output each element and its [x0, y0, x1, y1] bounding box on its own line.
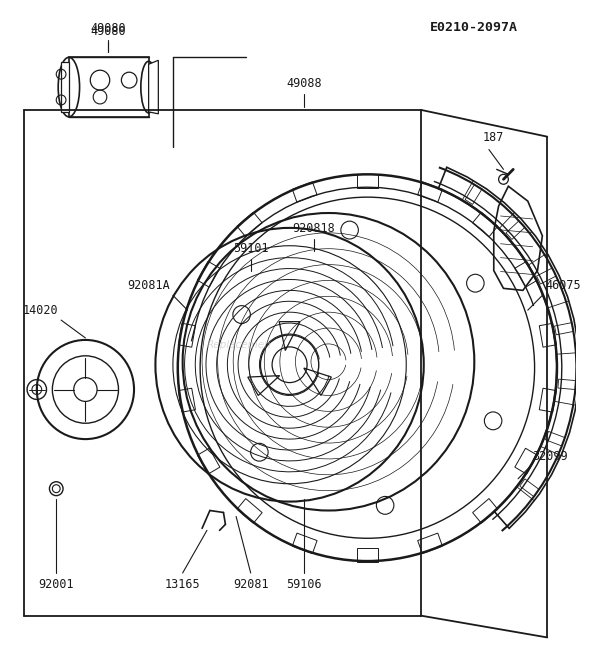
Bar	[292, 182, 317, 202]
Circle shape	[260, 335, 319, 394]
Polygon shape	[61, 63, 69, 112]
Bar	[536, 268, 556, 284]
Text: 92081: 92081	[233, 578, 268, 591]
Circle shape	[499, 174, 509, 184]
Bar	[539, 323, 556, 347]
Bar	[558, 379, 576, 390]
Bar	[237, 212, 262, 237]
Bar	[357, 174, 378, 188]
Text: 59106: 59106	[286, 578, 322, 591]
Bar	[545, 432, 565, 446]
Text: 920818: 920818	[293, 222, 335, 235]
Text: 49080: 49080	[90, 21, 126, 35]
Bar	[292, 533, 317, 553]
Bar	[473, 212, 498, 237]
Bar	[465, 184, 482, 204]
Polygon shape	[149, 61, 158, 114]
Text: 92081A: 92081A	[127, 279, 170, 292]
Bar	[555, 322, 573, 335]
Bar	[178, 388, 195, 412]
Bar	[357, 547, 378, 561]
Text: E0210-2097A: E0210-2097A	[430, 21, 518, 33]
Bar	[506, 221, 525, 240]
Bar	[198, 261, 220, 287]
Text: 32099: 32099	[533, 450, 568, 463]
Text: 46075: 46075	[545, 279, 581, 292]
Bar	[515, 448, 537, 474]
Bar	[418, 182, 442, 202]
Text: 59101: 59101	[233, 242, 268, 254]
Bar	[515, 261, 537, 287]
Text: Replacemen: Replacemen	[207, 340, 272, 350]
Bar	[198, 448, 220, 474]
Bar	[520, 479, 539, 497]
Bar	[473, 499, 498, 523]
Bar	[539, 388, 556, 412]
Text: 49080: 49080	[90, 25, 126, 39]
Text: 92001: 92001	[38, 578, 74, 591]
Text: 14020: 14020	[22, 304, 58, 317]
Bar	[178, 323, 195, 347]
Text: 49088: 49088	[286, 77, 322, 90]
Bar	[237, 499, 262, 523]
Text: 187: 187	[483, 131, 504, 144]
Text: 13165: 13165	[165, 578, 201, 591]
Circle shape	[74, 378, 97, 402]
Bar	[418, 533, 442, 553]
